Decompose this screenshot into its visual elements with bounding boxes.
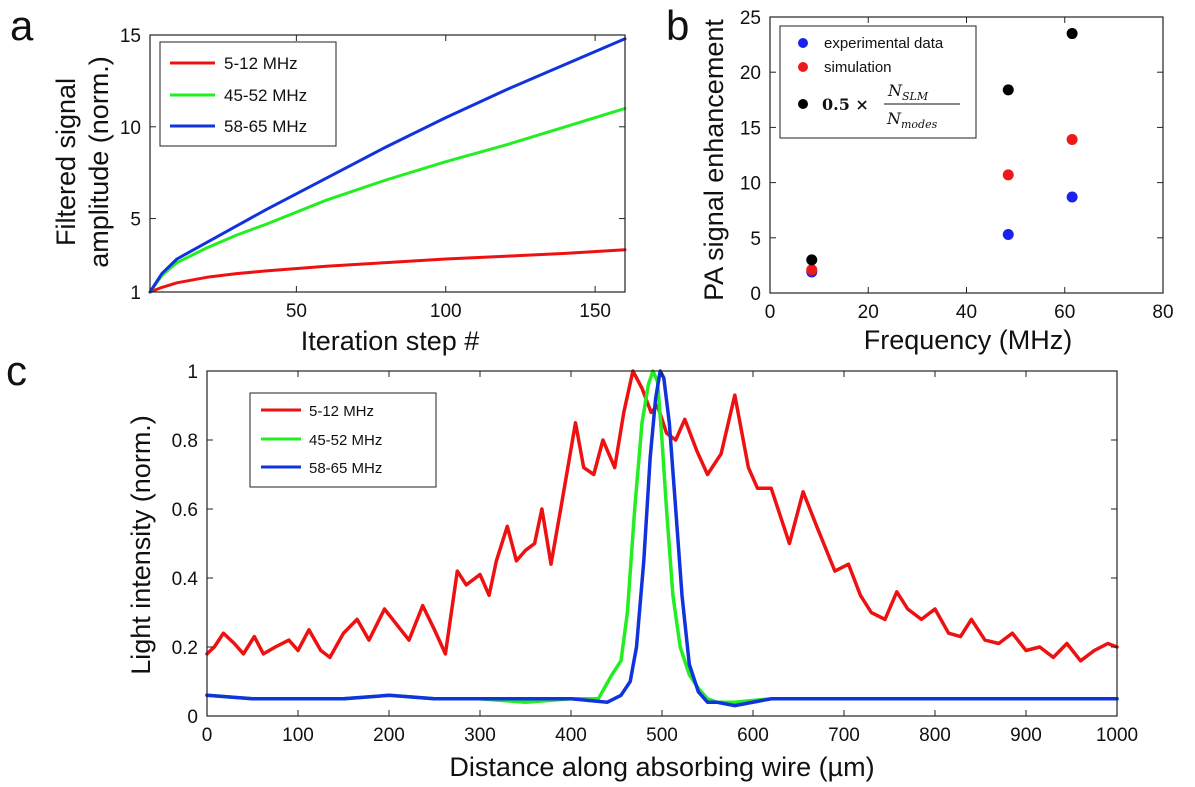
panel-b-series-2-point-0 (806, 254, 818, 266)
panel-c-plot-area (205, 369, 1119, 708)
panel-b-y-axis-title: PA signal enhancement (699, 19, 729, 301)
panel-c-label: c (6, 347, 27, 394)
panel-b-label: b (666, 2, 689, 49)
panel-b-ytick-label-2: 10 (740, 174, 761, 195)
panel-c-ytick-label-1: 0.2 (172, 638, 198, 659)
formula-prefix: 0.5 × (822, 95, 869, 114)
panel-b-series-1-point-0 (806, 264, 818, 276)
panel-b-legend-label-1: simulation (824, 59, 892, 76)
panel-a-y-axis-title-line2: amplitude (norm.) (84, 56, 114, 268)
panel-b-ytick-label-0: 0 (750, 284, 761, 305)
panel-b-series-2-point-2 (1066, 28, 1078, 40)
panel-b-legend-marker-1 (798, 62, 808, 72)
panel-c-legend-label-1: 45-52 MHz (309, 432, 382, 449)
panel-b-xtick-label-4: 80 (1152, 302, 1173, 323)
panel-b-xtick-label-0: 0 (765, 302, 776, 323)
panel-b: b 0 20 40 60 80 0 5 10 15 20 25 Frequency (MHz) P… (666, 2, 1174, 355)
panel-c-legend-label-2: 58-65 MHz (309, 460, 382, 477)
panel-b-y-ticks: 0 5 10 15 20 25 (740, 8, 1163, 305)
panel-a-series-line-1 (148, 106, 627, 294)
panel-c: c 0 100 200 300 400 500 600 700 800 900 1000 00.20… (6, 347, 1138, 782)
panel-a-legend-label-1: 45-52 MHz (224, 86, 307, 105)
panel-b-x-ticks: 0 20 40 60 80 (765, 17, 1174, 323)
panel-a-legend-label-0: 5-12 MHz (224, 54, 298, 73)
panel-b-legend-marker-2 (798, 99, 808, 109)
panel-b-ytick-label-4: 20 (740, 63, 761, 84)
panel-c-ytick-label-4: 0.8 (172, 431, 198, 452)
panel-c-xtick-label-7: 700 (828, 725, 860, 746)
panel-b-legend-formula: 0.5 × NSLM Nmodes (822, 81, 960, 131)
panel-b-xtick-label-2: 40 (956, 302, 977, 323)
panel-a-xtick-label-1: 100 (430, 301, 462, 322)
panel-c-xtick-label-5: 500 (646, 725, 678, 746)
panel-c-xtick-label-3: 300 (464, 725, 496, 746)
panel-a-legend: 5-12 MHz 45-52 MHz 58-65 MHz (159, 41, 337, 147)
panel-a-frame (149, 34, 626, 293)
panel-b-series-1-point-2 (1066, 134, 1078, 146)
panel-a-xtick-label-0: 50 (286, 301, 307, 322)
panel-b-series-2-point-1 (1002, 84, 1014, 96)
panel-c-xtick-label-0: 0 (202, 725, 213, 746)
panel-a-x-ticks: 50 100 150 (286, 35, 611, 322)
panel-b-x-axis-title: Frequency (MHz) (864, 325, 1073, 355)
panel-a-ytick-label-0: 1 (130, 283, 141, 304)
panel-c-series-line-0 (205, 369, 1119, 663)
panel-a-series-line-0 (148, 248, 627, 294)
panel-b-legend: experimental data simulation 0.5 × NSLM … (779, 25, 977, 139)
panel-c-x-axis-title: Distance along absorbing wire (µm) (449, 752, 874, 782)
panel-c-y-ticks: 0 0.2 0.4 0.6 0.8 1 (172, 362, 1117, 728)
panel-b-legend-box (779, 25, 977, 139)
panel-a-legend-box (159, 41, 337, 147)
panel-c-xtick-label-4: 400 (555, 725, 587, 746)
panel-a-plot-area (148, 37, 627, 294)
panel-b-xtick-label-3: 60 (1054, 302, 1075, 323)
formula-denominator: Nmodes (886, 109, 938, 131)
panel-a-legend-label-2: 58-65 MHz (224, 117, 307, 136)
panel-a-label: a (10, 2, 34, 49)
panel-a-series-line-2 (148, 37, 627, 294)
panel-c-legend-label-0: 5-12 MHz (309, 403, 374, 420)
panel-b-ytick-label-5: 25 (740, 8, 761, 29)
panel-a-xtick-label-2: 150 (579, 301, 611, 322)
panel-b-ytick-label-1: 5 (750, 229, 761, 250)
panel-c-x-ticks: 0 100 200 300 400 500 600 700 800 900 1000 (202, 371, 1138, 746)
panel-b-plot-area (806, 28, 1078, 278)
panel-c-xtick-label-10: 1000 (1096, 725, 1138, 746)
panel-c-xtick-label-6: 600 (737, 725, 769, 746)
panel-c-ytick-label-3: 0.6 (172, 500, 198, 521)
panel-c-xtick-label-9: 900 (1010, 725, 1042, 746)
panel-c-legend: 5-12 MHz 45-52 MHz 58-65 MHz (249, 392, 437, 488)
panel-a-x-axis-title: Iteration step # (301, 326, 480, 356)
panel-c-y-axis-title: Light intensity (norm.) (126, 415, 156, 675)
panel-b-series-0-point-1 (1002, 228, 1014, 240)
panel-b-xtick-label-1: 20 (858, 302, 879, 323)
panel-c-ytick-label-5: 1 (187, 362, 198, 383)
panel-b-legend-marker-0 (798, 38, 808, 48)
panel-c-xtick-label-2: 200 (373, 725, 405, 746)
panel-c-xtick-label-1: 100 (282, 725, 314, 746)
panel-a-ytick-label-3: 15 (120, 26, 141, 47)
panel-a-y-axis-title-line1: Filtered signal (51, 78, 81, 246)
panel-b-ytick-label-3: 15 (740, 118, 761, 139)
panel-b-legend-label-0: experimental data (824, 35, 944, 52)
panel-b-series-0-point-2 (1066, 191, 1078, 203)
panel-c-ytick-label-2: 0.4 (172, 569, 199, 590)
panel-a-ytick-label-2: 10 (120, 118, 141, 139)
panel-a-ytick-label-1: 5 (130, 210, 141, 231)
panel-c-xtick-label-8: 800 (919, 725, 951, 746)
panel-c-series-line-2 (205, 369, 1119, 708)
formula-numerator: NSLM (887, 81, 929, 103)
panel-b-series-1-point-1 (1002, 169, 1014, 181)
panel-c-ytick-label-0: 0 (187, 707, 198, 728)
